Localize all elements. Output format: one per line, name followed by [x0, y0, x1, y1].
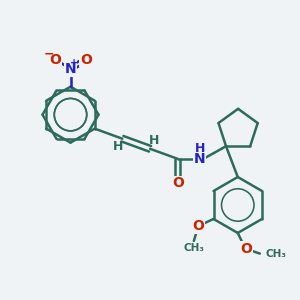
Text: O: O: [49, 52, 61, 67]
Text: O: O: [241, 242, 253, 256]
Text: H: H: [113, 140, 123, 154]
Text: N: N: [194, 152, 206, 166]
Text: CH₃: CH₃: [183, 242, 204, 253]
Text: H: H: [149, 134, 160, 147]
Text: +: +: [70, 58, 78, 68]
Text: O: O: [80, 52, 92, 67]
Text: H: H: [195, 142, 205, 155]
Text: O: O: [172, 176, 184, 190]
Text: N: N: [65, 62, 76, 76]
Text: CH₃: CH₃: [266, 249, 287, 259]
Text: O: O: [192, 219, 204, 233]
Text: −: −: [44, 47, 54, 60]
